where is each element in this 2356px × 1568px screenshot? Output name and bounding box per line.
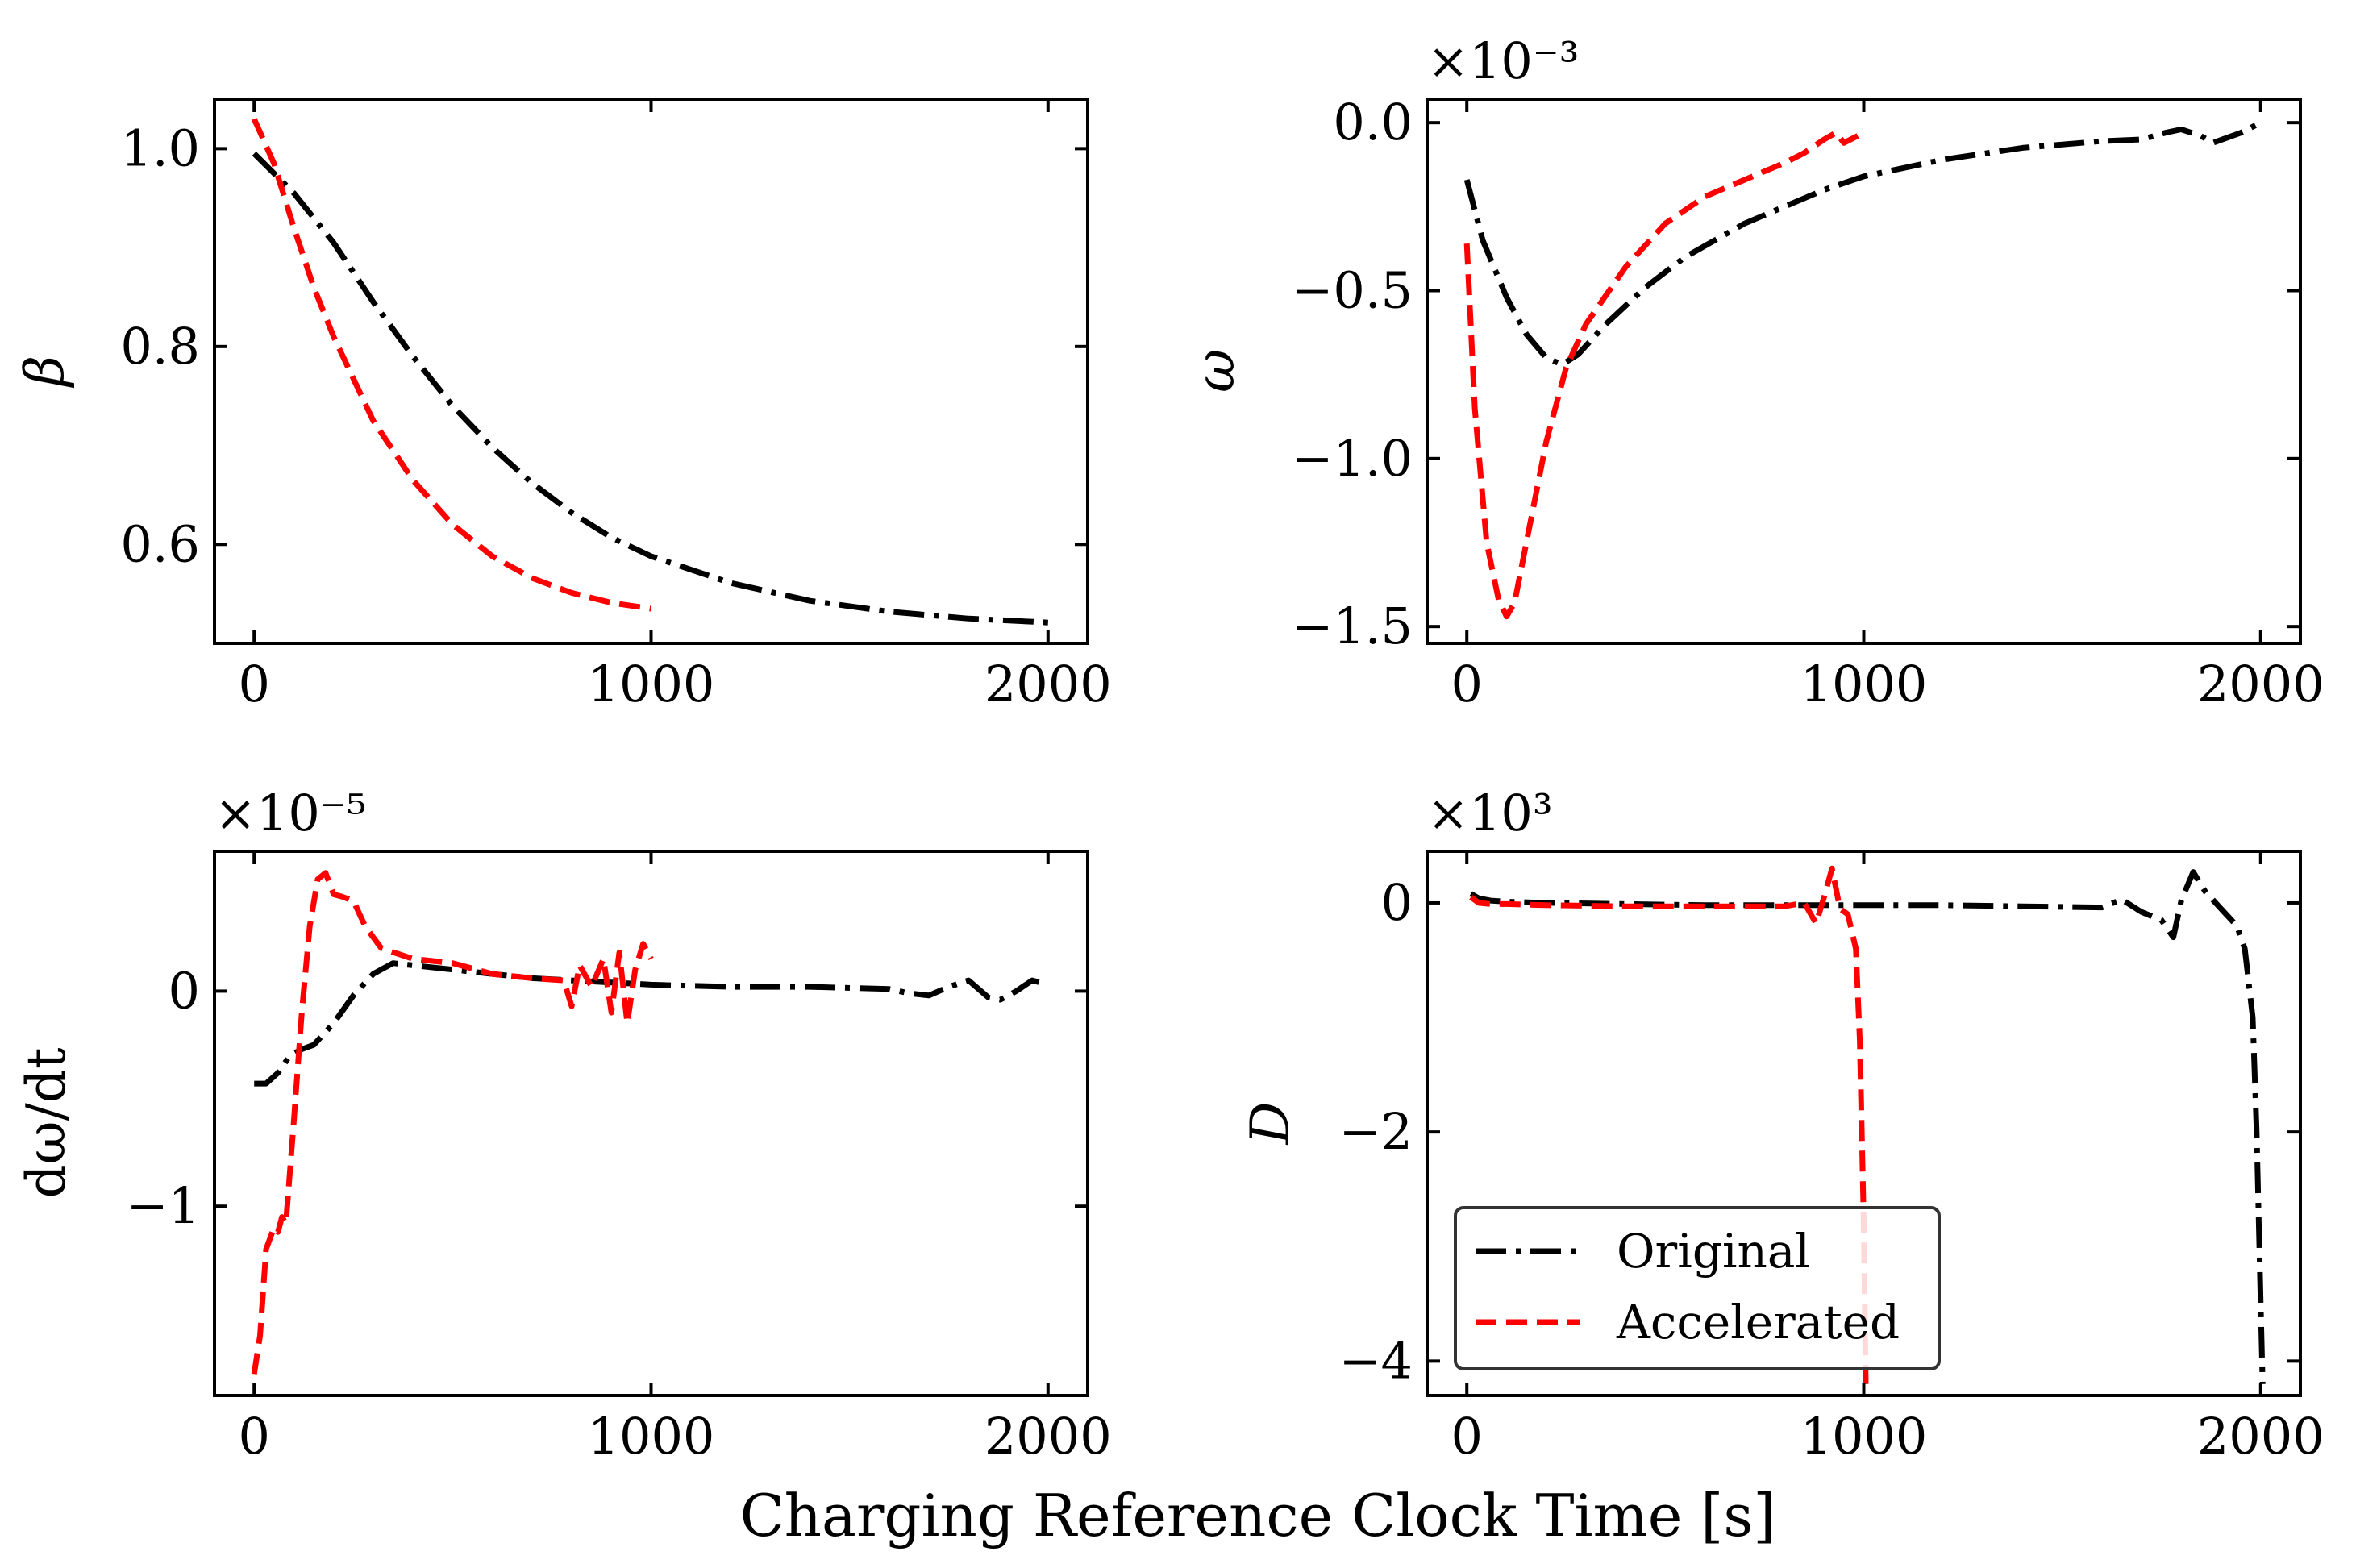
- panel-beta-ticks: 0 1000 2000 0.6 0.8 1.0: [120, 99, 1112, 713]
- panel-domega: 0 1000 2000 −1 0 dω/dt ×10⁻⁵: [15, 784, 1112, 1466]
- y-tick-label: −1.0: [1291, 429, 1413, 488]
- x-tick-label: 2000: [984, 655, 1112, 713]
- panel-D: 0 1000 2000 −4 −2 0 D ×10³: [1239, 784, 2325, 1466]
- panel-D-multiplier: ×10³: [1427, 784, 1553, 842]
- panel-beta-series: [252, 118, 1048, 626]
- panel-domega-multiplier: ×10⁻⁵: [214, 784, 366, 842]
- series-line-original: [1463, 120, 2262, 368]
- y-tick-label: 0.0: [1333, 93, 1413, 152]
- y-tick-label: −4: [1339, 1331, 1413, 1390]
- panel-D-ylabel: D: [1239, 1102, 1301, 1146]
- panel-beta: 0 1000 2000 0.6 0.8 1.0 β: [14, 98, 1112, 713]
- panel-domega-series: [251, 870, 1049, 1375]
- legend-box: [1454, 1206, 1941, 1370]
- figure-xlabel: Charging Reference Clock Time [s]: [740, 1482, 1776, 1549]
- panel-omega-ticks: 0 1000 2000 −1.5 −1.0 −0.5 0.0: [1291, 93, 2324, 713]
- y-tick-label: 0.8: [120, 317, 200, 376]
- y-tick-label: 0.6: [120, 514, 200, 573]
- series-line-accelerated: [252, 118, 652, 612]
- x-tick-label: 1000: [1800, 1407, 1928, 1466]
- series-line-accelerated: [251, 870, 654, 1375]
- panel-omega-frame: [1426, 98, 2302, 645]
- series-line-accelerated: [1463, 130, 1866, 620]
- x-tick-label: 1000: [1800, 655, 1928, 713]
- panel-domega-frame: [213, 850, 1089, 1397]
- panel-omega-ylabel: ω: [1184, 349, 1247, 393]
- panel-beta-ylabel: β: [14, 356, 76, 389]
- series-line-original: [252, 152, 1048, 626]
- x-tick-label: 2000: [2197, 655, 2325, 713]
- x-tick-label: 0: [239, 655, 270, 713]
- legend-label-original: Original: [1617, 1224, 1810, 1279]
- x-tick-label: 0: [1451, 655, 1483, 713]
- x-tick-label: 1000: [588, 1407, 715, 1466]
- series-line-accelerated: [1469, 865, 1869, 1384]
- panel-D-ticks: 0 1000 2000 −4 −2 0: [1339, 851, 2325, 1466]
- panel-beta-frame: [213, 98, 1089, 645]
- x-tick-label: 2000: [984, 1407, 1112, 1466]
- x-tick-label: 2000: [2197, 1407, 2325, 1466]
- panel-domega-ylabel: dω/dt: [15, 1047, 77, 1198]
- legend-label-accelerated: Accelerated: [1616, 1295, 1900, 1350]
- x-tick-label: 0: [239, 1407, 270, 1466]
- panel-D-series: [1469, 865, 2266, 1384]
- series-line-original: [1469, 869, 2266, 1384]
- x-tick-label: 0: [1451, 1407, 1483, 1466]
- panel-omega-series: [1463, 120, 2262, 620]
- y-tick-label: −1: [127, 1176, 200, 1235]
- legend: Original Accelerated: [1454, 1206, 1941, 1370]
- panel-omega: 0 1000 2000 −1.5 −1.0 −0.5 0.0 ω ×10⁻³: [1184, 31, 2325, 713]
- y-tick-label: −0.5: [1291, 261, 1413, 320]
- y-tick-label: 0: [1381, 873, 1413, 932]
- y-tick-label: 0: [169, 961, 200, 1020]
- y-tick-label: 1.0: [120, 119, 200, 177]
- series-line-original: [254, 960, 1049, 1087]
- panel-omega-multiplier: ×10⁻³: [1427, 31, 1579, 90]
- panel-domega-ticks: 0 1000 2000 −1 0: [127, 851, 1112, 1466]
- y-tick-label: −1.5: [1291, 597, 1413, 655]
- y-tick-label: −2: [1339, 1102, 1413, 1161]
- x-tick-label: 1000: [588, 655, 715, 713]
